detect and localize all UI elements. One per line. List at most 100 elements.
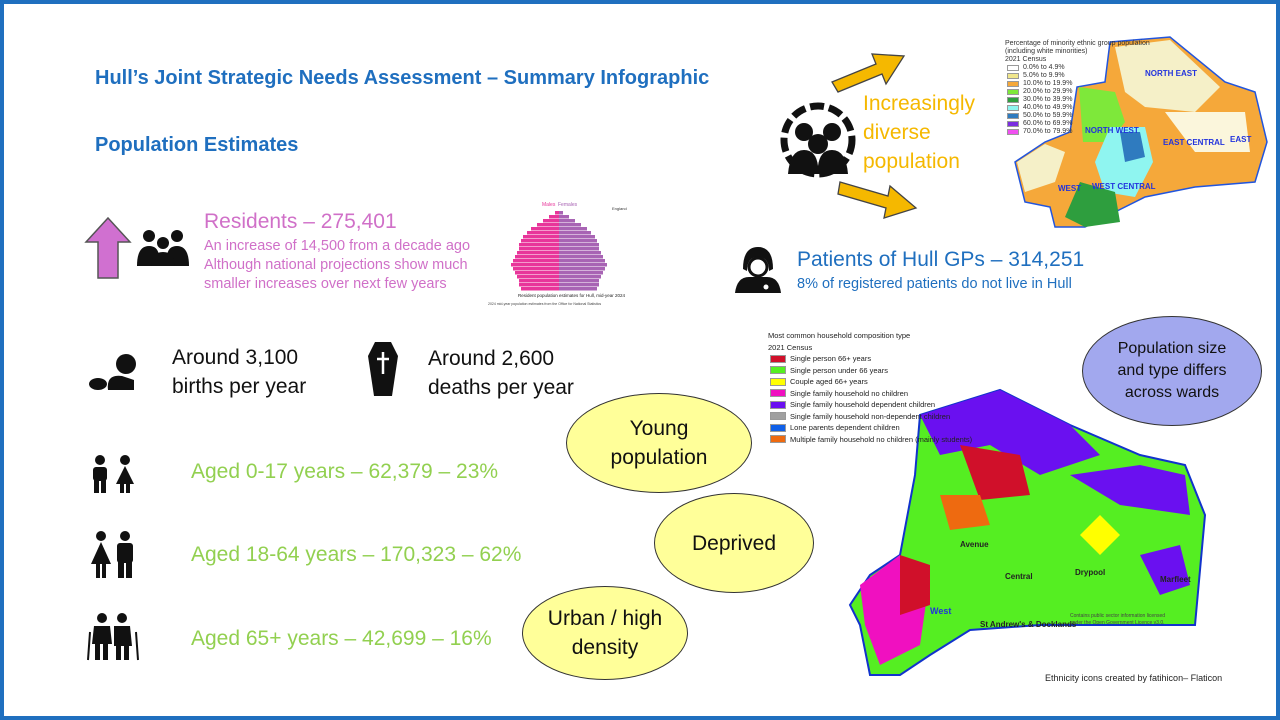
pyramid-female-bar — [559, 215, 569, 219]
legend-swatch — [770, 412, 786, 421]
legend-item: Single family household non-dependent ch… — [768, 411, 972, 423]
legend-label: Single person 66+ years — [790, 354, 872, 363]
down-right-arrow-icon — [837, 181, 918, 219]
legend-swatch — [1007, 89, 1019, 95]
legend-label: Lone parents dependent children — [790, 423, 900, 432]
pyramid-male-bar — [521, 287, 559, 291]
legend-item: Lone parents dependent children — [768, 422, 972, 434]
diversity-line-3: population — [863, 150, 960, 173]
deaths-line-2: deaths per year — [428, 376, 574, 399]
legend-label: Single family household dependent childr… — [790, 400, 936, 409]
legend-label: 0.0% to 4.9% — [1023, 64, 1065, 71]
legend-swatch — [1007, 81, 1019, 87]
ward-st-andrews: St Andrew's & Docklands — [980, 620, 1077, 629]
pyramid-males-label: Males — [542, 202, 556, 208]
diversity-line-1: Increasingly — [863, 92, 976, 115]
legend-label: Multiple family household no children (m… — [790, 434, 973, 444]
pyramid-male-bar — [515, 271, 559, 275]
legend-swatch — [1007, 129, 1019, 135]
legend-item: Single person 66+ years — [768, 353, 972, 365]
legend-item: Couple aged 66+ years — [768, 376, 972, 388]
pyramid-females-label: Females — [558, 202, 578, 208]
pyramid-male-bar — [519, 243, 559, 247]
legend-item: 40.0% to 49.9% — [1005, 104, 1150, 112]
household-map-title-1: Most common household composition type — [768, 331, 911, 340]
callout-wards: Population size and type differs across … — [1082, 316, 1262, 426]
pyramid-legend: England — [612, 206, 627, 211]
legend-swatch — [770, 400, 786, 409]
ethnicity-map-title-1: Percentage of minority ethnic group popu… — [1005, 40, 1150, 47]
pyramid-male-bar — [519, 247, 559, 251]
household-map-shape — [848, 388, 1207, 676]
legend-item: 10.0% to 19.9% — [1005, 80, 1150, 88]
legend-item: 60.0% to 69.9% — [1005, 120, 1150, 128]
ward-west: West — [930, 606, 952, 616]
pyramid-male-bar — [531, 227, 559, 231]
licence-line-1: Contains public sector information licen… — [1070, 613, 1166, 619]
pyramid-male-bar — [555, 211, 559, 215]
ward-avenue: Avenue — [960, 540, 989, 549]
legend-item: Single person under 66 years — [768, 365, 972, 377]
legend-label: 20.0% to 29.9% — [1023, 88, 1073, 95]
legend-swatch — [770, 435, 786, 444]
household-map-title-2: 2021 Census — [768, 342, 813, 352]
page-title: Hull’s Joint Strategic Needs Assessment … — [95, 67, 710, 89]
pyramid-female-bar — [559, 251, 601, 255]
legend-swatch — [770, 423, 786, 432]
pyramid-female-bar — [559, 239, 597, 243]
legend-label: Single family household no children — [790, 388, 908, 398]
section-title: Population Estimates — [95, 134, 299, 156]
legend-item: 50.0% to 59.9% — [1005, 112, 1150, 120]
pyramid-male-bar — [537, 223, 559, 227]
diverse-people-icon — [780, 102, 856, 178]
patients-line: 8% of registered patients do not live in… — [797, 276, 1072, 292]
pyramid-male-bar — [521, 239, 559, 243]
legend-swatch — [1007, 105, 1019, 111]
ward-drypool: Drypool — [1075, 568, 1106, 577]
legend-swatch — [1007, 113, 1019, 119]
pyramid-female-bar — [559, 259, 605, 263]
pyramid-female-bar — [559, 223, 581, 227]
pyramid-female-bar — [559, 267, 605, 271]
ethnicity-map-title-2: (including white minorities) — [1005, 48, 1088, 55]
household-map-legend: Most common household composition type 2… — [768, 330, 972, 445]
residents-line-2: Although national projections show much — [204, 257, 468, 273]
region-north-west: NORTH WEST — [1085, 126, 1139, 135]
births-line-2: births per year — [172, 375, 307, 398]
legend-item: Multiple family household no children (m… — [768, 434, 972, 446]
legend-swatch — [770, 389, 786, 398]
region-north-east: NORTH EAST — [1145, 69, 1197, 78]
pyramid-male-bar — [517, 251, 559, 255]
legend-item: 5.0% to 9.9% — [1005, 72, 1150, 80]
pyramid-male-bar — [513, 267, 559, 271]
pyramid-female-bar — [559, 211, 563, 215]
pyramid-female-bar — [559, 227, 587, 231]
legend-swatch — [1007, 65, 1019, 71]
pyramid-bars — [511, 211, 607, 291]
pyramid-male-bar — [543, 219, 559, 223]
ethnicity-map-title-3: 2021 Census — [1005, 56, 1047, 63]
ethnicity-map: Percentage of minority ethnic group popu… — [995, 32, 1270, 232]
legend-label: Single family household non-dependent ch… — [790, 411, 951, 421]
births-line-1: Around 3,100 — [172, 346, 299, 369]
pyramid-female-bar — [559, 255, 603, 259]
up-arrow-icon — [84, 216, 132, 279]
adults-icon — [91, 531, 133, 578]
pyramid-caption: Resident population estimates for Hull, … — [518, 293, 626, 298]
pyramid-female-bar — [559, 287, 597, 291]
residents-line-3: smaller increases over next few years — [204, 276, 447, 292]
population-pyramid: Males Females England Resident populatio… — [484, 202, 634, 308]
patients-heading: Patients of Hull GPs – 314,251 — [797, 248, 1085, 271]
pyramid-male-bar — [517, 275, 559, 279]
legend-label: 10.0% to 19.9% — [1023, 80, 1073, 87]
region-east: EAST — [1230, 135, 1252, 144]
pyramid-source: 2024 mid-year population estimates from … — [488, 302, 602, 306]
legend-swatch — [770, 354, 786, 363]
legend-item: 0.0% to 4.9% — [1005, 64, 1150, 72]
baby-icon — [89, 354, 136, 390]
pyramid-female-bar — [559, 219, 575, 223]
legend-item: Single family household no children — [768, 388, 972, 400]
ethnicity-map-shape — [1014, 36, 1268, 228]
icon-credit: Ethnicity icons created by fatihicon– Fl… — [1045, 673, 1223, 683]
